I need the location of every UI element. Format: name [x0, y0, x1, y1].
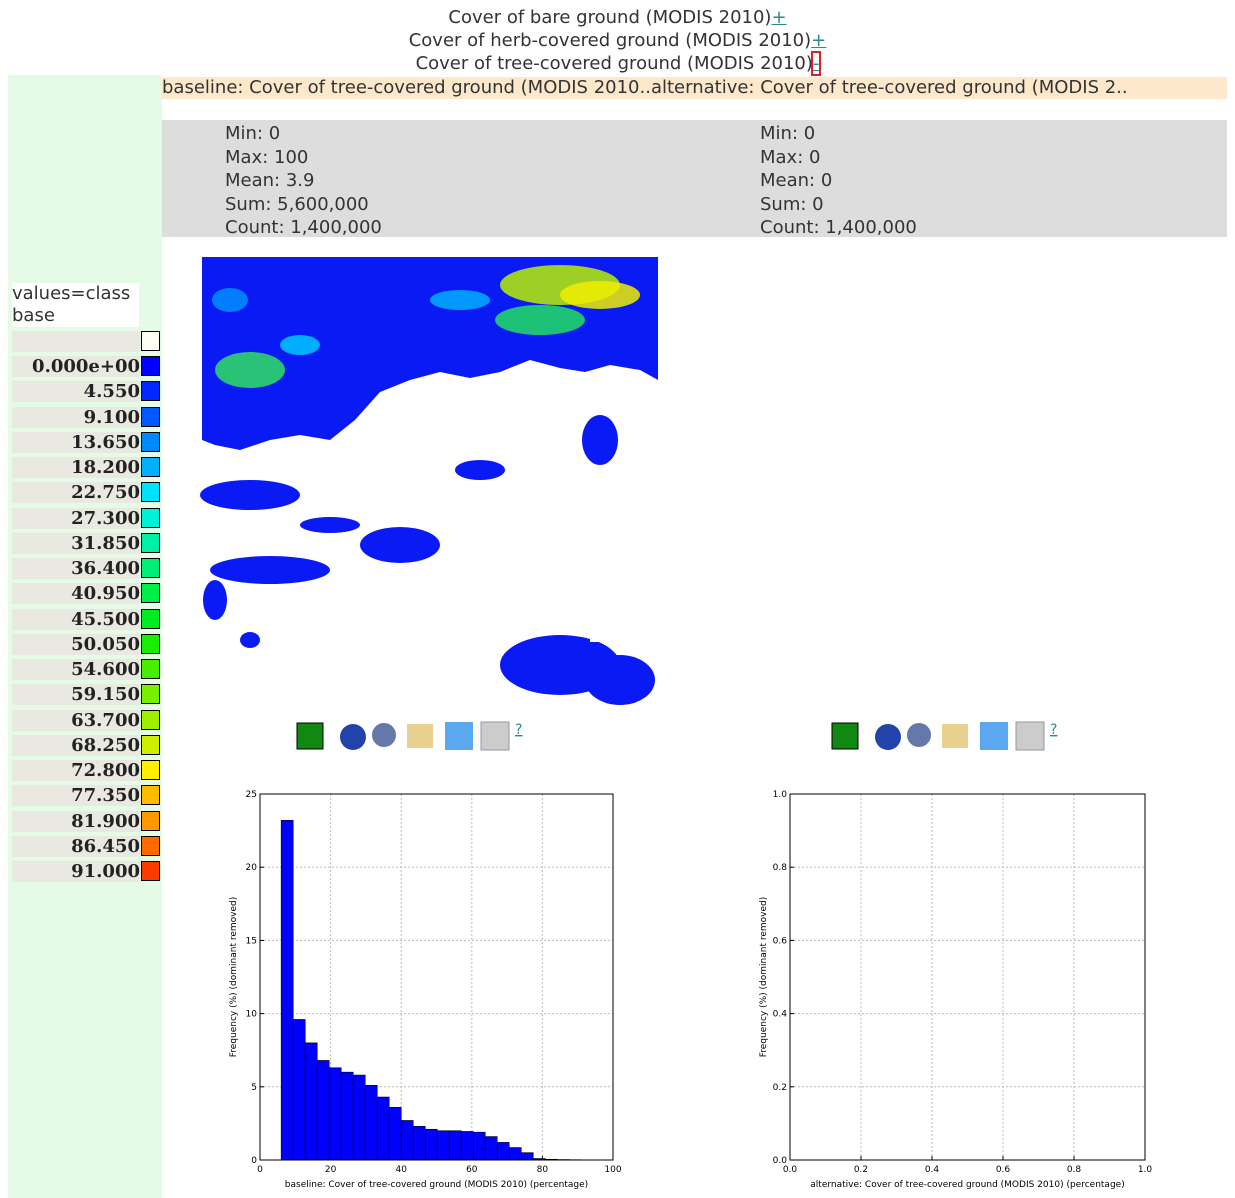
y-tick-label: 5	[251, 1083, 257, 1093]
grid-icon	[297, 723, 323, 749]
map-blob	[300, 517, 360, 533]
bar	[461, 1131, 473, 1160]
bar	[389, 1107, 401, 1160]
page: Cover of bare ground (MODIS 2010)+ Cover…	[0, 0, 1235, 1198]
y-tick-label: 0.4	[773, 1010, 788, 1020]
map-blob	[212, 288, 248, 312]
link-icon	[980, 722, 1008, 750]
help-link[interactable]: ?	[515, 722, 522, 738]
link-icon	[445, 722, 473, 750]
map-blob	[582, 415, 618, 465]
bar	[449, 1131, 461, 1160]
bar	[329, 1068, 341, 1160]
x-axis-label: baseline: Cover of tree-covered ground (…	[285, 1180, 588, 1190]
bar	[365, 1085, 377, 1160]
bar	[473, 1132, 485, 1160]
grid-icon	[832, 723, 858, 749]
bar	[401, 1120, 413, 1160]
x-tick-label: 0.4	[925, 1165, 940, 1175]
bar	[497, 1142, 509, 1160]
y-tick-label: 15	[246, 936, 257, 946]
bar	[509, 1148, 521, 1160]
x-tick-label: 20	[325, 1165, 337, 1175]
toolbar: ?	[297, 722, 522, 750]
y-axis-label: Frequency (%) (dominant removed)	[759, 897, 769, 1058]
map-blob	[203, 580, 227, 620]
map-blob	[280, 335, 320, 355]
y-tick-label: 0.0	[773, 1156, 788, 1166]
map-blob	[560, 281, 640, 309]
x-tick-label: 80	[537, 1165, 549, 1175]
map-image	[200, 257, 658, 711]
y-tick-label: 0.6	[773, 936, 788, 946]
x-axis-label: alternative: Cover of tree-covered groun…	[810, 1180, 1124, 1190]
map-icon	[407, 724, 433, 748]
lock-icon	[1016, 722, 1044, 750]
map-blob	[430, 290, 490, 310]
globe-icon	[875, 724, 901, 750]
x-tick-label: 40	[395, 1165, 407, 1175]
map-blob	[360, 527, 440, 563]
x-tick-label: 0.2	[854, 1165, 868, 1175]
map-mask	[590, 622, 658, 642]
map-icon	[942, 724, 968, 748]
globe-icon	[907, 723, 931, 747]
figures: ?? 0 20 40 60 80 100 0 5 10 15 20 25 baseline: Cover …	[0, 0, 1235, 1198]
bar	[281, 820, 293, 1160]
map-blob	[200, 480, 300, 510]
bar	[437, 1131, 449, 1160]
x-tick-label: 0	[257, 1165, 263, 1175]
map-blob	[585, 655, 655, 705]
bar	[305, 1043, 317, 1160]
map-blob	[495, 305, 585, 335]
bar	[353, 1075, 365, 1160]
y-tick-label: 0.2	[773, 1083, 787, 1093]
lock-icon	[481, 722, 509, 750]
x-tick-label: 1.0	[1138, 1165, 1153, 1175]
bar	[377, 1097, 389, 1160]
map-blob	[210, 556, 330, 584]
x-tick-label: 0.8	[1067, 1165, 1082, 1175]
y-tick-label: 0.8	[773, 863, 788, 873]
globe-icon	[372, 723, 396, 747]
x-tick-label: 100	[604, 1165, 621, 1175]
bar	[341, 1072, 353, 1160]
bar	[413, 1126, 425, 1160]
y-tick-label: 20	[246, 863, 258, 873]
toolbar: ?	[832, 722, 1057, 750]
plot-frame	[790, 794, 1145, 1160]
x-tick-label: 0.6	[996, 1165, 1011, 1175]
bar	[425, 1129, 437, 1160]
bar	[317, 1060, 329, 1160]
map-blob	[455, 460, 505, 480]
globe-icon	[340, 724, 366, 750]
map-blob	[240, 632, 260, 648]
y-tick-label: 25	[246, 790, 257, 800]
x-tick-label: 0.0	[783, 1165, 798, 1175]
y-tick-label: 1.0	[773, 790, 788, 800]
y-tick-label: 10	[246, 1010, 258, 1020]
bar	[521, 1153, 533, 1160]
map-blob	[215, 352, 285, 388]
x-tick-label: 60	[466, 1165, 478, 1175]
help-link[interactable]: ?	[1050, 722, 1057, 738]
y-tick-label: 0	[251, 1156, 257, 1166]
bar	[293, 1019, 305, 1160]
y-axis-label: Frequency (%) (dominant removed)	[229, 897, 239, 1058]
bar	[485, 1137, 497, 1160]
